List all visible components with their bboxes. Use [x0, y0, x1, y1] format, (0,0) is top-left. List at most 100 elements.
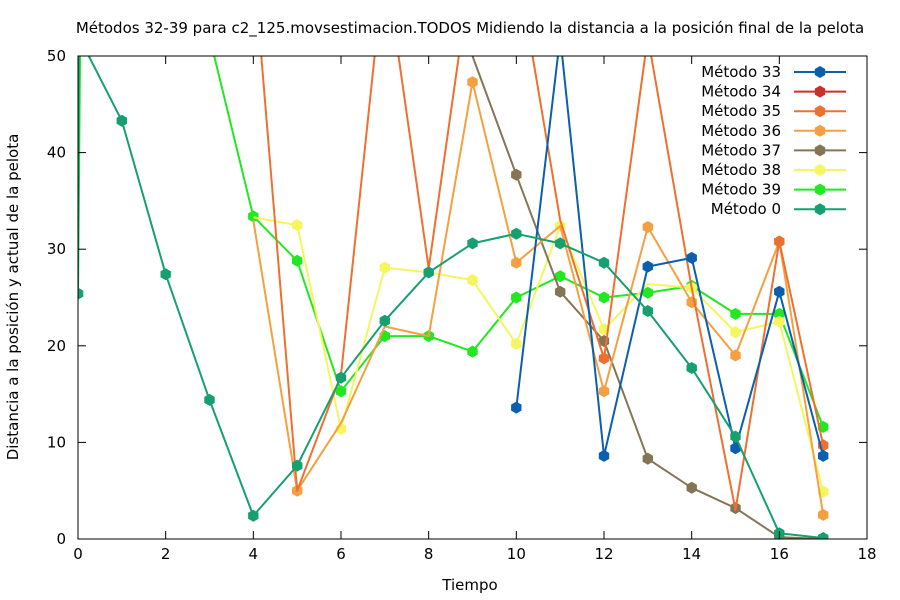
- series-line: [253, 216, 825, 492]
- data-point: [818, 532, 829, 539]
- data-point: [642, 305, 653, 317]
- data-point: [379, 314, 390, 327]
- series-line: [260, 56, 825, 511]
- data-point: [511, 256, 522, 269]
- data-point: [686, 481, 697, 494]
- data-point: [730, 326, 741, 339]
- data-point: [686, 251, 697, 264]
- x-tick-label: 0: [73, 545, 83, 563]
- data-point: [78, 287, 84, 300]
- legend-item: Método 38: [701, 161, 846, 179]
- data-point: [642, 221, 653, 233]
- legend-item: Método 39: [701, 181, 846, 199]
- data-point: [555, 270, 566, 283]
- legend-marker: [814, 124, 826, 137]
- data-point: [774, 235, 785, 248]
- x-tick-label: 8: [424, 545, 434, 563]
- data-point: [335, 385, 347, 398]
- series-line: [515, 56, 825, 457]
- legend-label: Método 39: [701, 181, 781, 199]
- data-point: [818, 508, 829, 521]
- legend-label: Método 0: [711, 200, 781, 218]
- y-tick-label: 0: [56, 530, 66, 548]
- data-point: [598, 352, 610, 365]
- data-point: [248, 210, 259, 223]
- legend-marker: [814, 144, 826, 157]
- data-point: [379, 261, 390, 274]
- legend-marker: [814, 105, 826, 118]
- x-tick-label: 14: [682, 545, 701, 563]
- data-point: [511, 291, 522, 304]
- data-point: [730, 442, 741, 455]
- data-point: [598, 256, 610, 269]
- axes-layer: 0 2 4 6 8 10 12 14 16 18 0 10 20 30 40 50: [47, 47, 877, 563]
- chart-title: Métodos 32-39 para c2_125.movsestimacion…: [76, 19, 864, 38]
- data-point: [248, 509, 259, 522]
- data-point: [292, 459, 303, 472]
- data-point: [511, 337, 522, 350]
- data-point: [467, 345, 478, 358]
- series-line: [252, 81, 825, 516]
- x-tick-label: 12: [594, 545, 613, 563]
- x-tick-label: 2: [161, 545, 171, 563]
- data-point: [555, 237, 566, 250]
- legend-label: Método 34: [701, 83, 781, 101]
- data-point: [511, 401, 522, 414]
- x-tick-label: 10: [507, 545, 526, 563]
- data-point: [774, 315, 785, 328]
- plot-frame: [77, 55, 868, 540]
- legend-label: Método 38: [701, 161, 781, 179]
- data-point: [160, 268, 171, 281]
- y-axis-label: Distancia a la posición y actual de la p…: [4, 134, 22, 461]
- data-point: [642, 260, 653, 273]
- data-point: [204, 393, 215, 406]
- x-tick-label: 16: [770, 545, 789, 563]
- legend-item: Método 36: [701, 122, 846, 140]
- legend-item: Método 35: [701, 102, 846, 120]
- data-point: [686, 362, 697, 374]
- x-tick-label: 4: [249, 545, 259, 563]
- data-point: [642, 286, 653, 299]
- y-tick-label: 20: [47, 337, 66, 355]
- data-point: [335, 371, 347, 384]
- data-point: [467, 237, 478, 250]
- y-tick-label: 50: [47, 47, 66, 65]
- legend-label: Método 35: [701, 102, 781, 120]
- legend-item: Método 33: [701, 63, 846, 81]
- legend-item: Método 37: [701, 141, 846, 159]
- legend-label: Método 33: [701, 63, 781, 81]
- legend-marker: [814, 66, 826, 78]
- series-0: [511, 56, 829, 462]
- series-7: [78, 56, 829, 539]
- data-point: [511, 227, 522, 240]
- legend-marker: [814, 183, 826, 196]
- x-tick-label: 6: [336, 545, 346, 563]
- data-point: [730, 307, 741, 320]
- data-point: [730, 430, 741, 443]
- data-point: [511, 168, 522, 181]
- data-point: [730, 349, 741, 362]
- legend-marker: [814, 85, 826, 98]
- data-point: [116, 114, 127, 127]
- y-tick-label: 40: [47, 144, 66, 162]
- data-point: [818, 449, 829, 462]
- data-point: [598, 449, 610, 462]
- data-point: [467, 274, 478, 287]
- data-point: [774, 285, 785, 298]
- data-point: [467, 76, 478, 89]
- series-layer: [78, 56, 829, 539]
- legend-marker: [814, 203, 826, 216]
- legend-label: Método 36: [701, 122, 781, 140]
- data-point: [598, 291, 610, 304]
- data-point: [774, 307, 785, 320]
- series-5: [253, 216, 829, 498]
- data-point: [292, 254, 303, 267]
- x-axis-label: Tiempo: [441, 576, 497, 594]
- data-point: [555, 285, 566, 298]
- data-point: [292, 219, 303, 232]
- data-point: [423, 266, 434, 279]
- data-point: [642, 452, 653, 465]
- series-6: [78, 56, 829, 433]
